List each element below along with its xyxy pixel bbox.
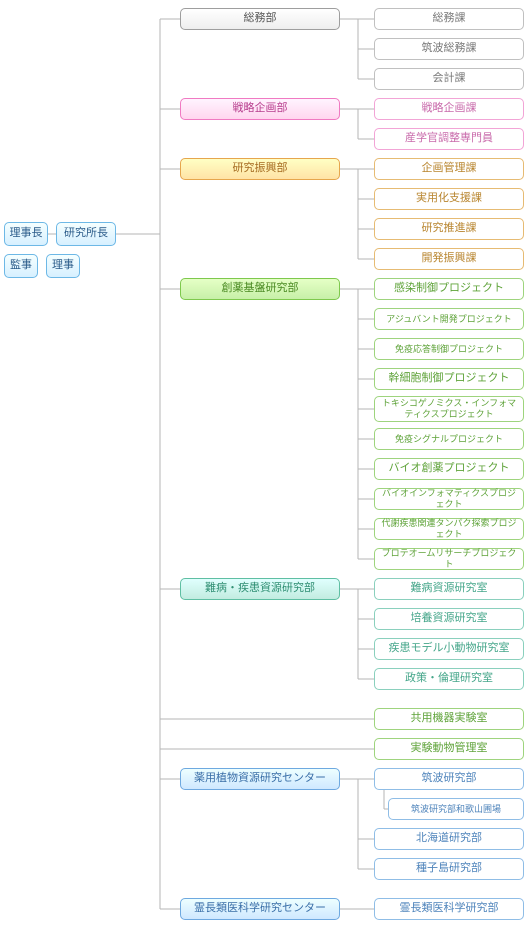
node-c1a: 霊長類医科学研究部 bbox=[374, 898, 524, 920]
node-r3: 監事 bbox=[4, 254, 38, 278]
node-g1b: 筑波総務課 bbox=[374, 38, 524, 60]
node-gr1c: 免疫応答制御プロジェクト bbox=[374, 338, 524, 360]
node-r4: 理事 bbox=[46, 254, 80, 278]
node-o1b: 実用化支援課 bbox=[374, 188, 524, 210]
node-t1: 難病・疾患資源研究部 bbox=[180, 578, 340, 600]
node-gr1j: プロテオームリサーチプロジェクト bbox=[374, 548, 524, 570]
node-t1a: 難病資源研究室 bbox=[374, 578, 524, 600]
node-p1b: 産学官調整専門員 bbox=[374, 128, 524, 150]
node-gb2: 実験動物管理室 bbox=[374, 738, 524, 760]
node-p1: 戦略企画部 bbox=[180, 98, 340, 120]
node-o1d: 開発振興課 bbox=[374, 248, 524, 270]
node-gr1b: アジュバント開発プロジェクト bbox=[374, 308, 524, 330]
node-gr1a: 感染制御プロジェクト bbox=[374, 278, 524, 300]
node-gr1d: 幹細胞制御プロジェクト bbox=[374, 368, 524, 390]
node-g1: 総務部 bbox=[180, 8, 340, 30]
node-t1b: 培養資源研究室 bbox=[374, 608, 524, 630]
node-o1a: 企画管理課 bbox=[374, 158, 524, 180]
node-gr1e: トキシコゲノミクス・インフォマティクスプロジェクト bbox=[374, 396, 524, 422]
node-gr1g: バイオ創薬プロジェクト bbox=[374, 458, 524, 480]
node-p1a: 戦略企画課 bbox=[374, 98, 524, 120]
node-g1c: 会計課 bbox=[374, 68, 524, 90]
node-t1d: 政策・倫理研究室 bbox=[374, 668, 524, 690]
node-gr1: 創薬基盤研究部 bbox=[180, 278, 340, 300]
node-o1: 研究振興部 bbox=[180, 158, 340, 180]
node-g1a: 総務課 bbox=[374, 8, 524, 30]
node-t1c: 疾患モデル小動物研究室 bbox=[374, 638, 524, 660]
node-o1c: 研究推進課 bbox=[374, 218, 524, 240]
node-b1a: 筑波研究部 bbox=[374, 768, 524, 790]
node-r1: 理事長 bbox=[4, 222, 48, 246]
node-c1: 霊長類医科学研究センター bbox=[180, 898, 340, 920]
node-b1: 薬用植物資源研究センター bbox=[180, 768, 340, 790]
node-r2: 研究所長 bbox=[56, 222, 116, 246]
node-b1b: 筑波研究部和歌山圃場 bbox=[388, 798, 524, 820]
node-gr1h: バイオインフォマティクスプロジェクト bbox=[374, 488, 524, 510]
node-b1c: 北海道研究部 bbox=[374, 828, 524, 850]
node-gr1i: 代謝疾患関連タンパク探索プロジェクト bbox=[374, 518, 524, 540]
node-gb1: 共用機器実験室 bbox=[374, 708, 524, 730]
node-b1d: 種子島研究部 bbox=[374, 858, 524, 880]
node-gr1f: 免疫シグナルプロジェクト bbox=[374, 428, 524, 450]
